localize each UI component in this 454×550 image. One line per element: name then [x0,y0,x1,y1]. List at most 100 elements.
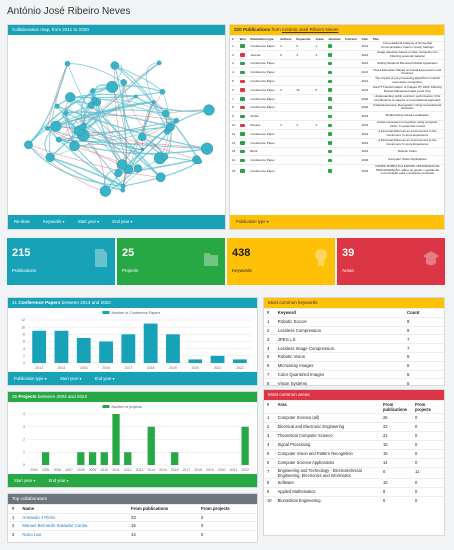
abstract-check-icon[interactable] [328,114,332,119]
collaborator-node[interactable] [116,159,128,170]
collaborator-node[interactable] [55,136,62,143]
publication-row[interactable]: 10 Review 4 4 4 2019 Facial expression recogni… [230,120,444,130]
pub-col-header[interactable]: Title [370,35,444,42]
collaborator-node[interactable] [114,169,123,178]
pub-title[interactable]: Understanding public opinions' performan… [370,93,444,104]
pub-title[interactable]: Image detection based on face recognitio… [370,49,444,60]
collaborator-node[interactable] [140,147,145,152]
bar-2008[interactable] [77,452,85,465]
collaborator-link[interactable]: Nuno Lau [22,532,42,537]
publication-type-dropdown[interactable]: Publication type ▾ [236,219,269,224]
bar-2015[interactable] [76,337,91,363]
collaborator-node[interactable] [54,103,60,109]
bar-2012[interactable] [124,452,132,465]
conf-end-year-dropdown[interactable]: End year ▾ [94,376,115,381]
pub-title[interactable]: Facial Expression Recognition Using Conv… [370,102,444,112]
collaborator-node[interactable] [196,158,202,165]
abstract-check-icon[interactable] [328,105,332,110]
collaborator-node[interactable] [159,89,166,95]
publication-row[interactable]: 12 Conference Paper 2019 A Personal Robot a… [230,137,444,148]
abstract-check-icon[interactable] [328,123,332,128]
pub-title[interactable]: Gliding Students Mentored Mobile Applica… [370,58,444,68]
bar-2016[interactable] [99,341,113,364]
publication-row[interactable]: 13 Book 2019 Robotic Vision [230,146,444,156]
pub-title[interactable]: Gia PT Transformation of Images JIT 2020… [370,84,444,95]
collaborator-node[interactable] [63,110,69,116]
bar-2022[interactable] [241,426,249,465]
abstract-check-icon[interactable] [328,141,332,145]
bar-2011[interactable] [112,414,120,465]
pub-title[interactable]: A Personal Robot as an Improvement to th… [370,137,444,148]
publication-row[interactable]: 14 Conference Paper 2018 Computer Vision Ap… [230,155,444,165]
abstract-check-icon[interactable] [328,169,332,173]
pub-col-header[interactable]: Keywords [294,35,314,42]
collaboration-network-graph[interactable] [8,35,225,213]
abstract-check-icon[interactable] [328,149,332,154]
conf-start-year-dropdown[interactable]: Start year ▾ [60,376,82,381]
collaborator-node[interactable] [156,60,162,66]
publication-row[interactable]: 4 Conference Paper 2021 Mood Estimation Bas… [230,67,444,77]
keywords-dropdown[interactable]: Keywords ▾ [43,219,65,224]
collaborator-node[interactable] [64,60,71,67]
publication-row[interactable]: 7 Conference Paper 2020 Understanding publi… [230,93,444,104]
collaborator-node[interactable] [99,185,111,197]
pub-title[interactable]: Mobile Robot Visual Localization [370,111,444,121]
pub-col-header[interactable]: Areas [313,35,327,42]
collaborator-node[interactable] [173,117,180,124]
collaborator-node[interactable] [203,104,215,116]
abstract-check-icon[interactable] [328,79,332,84]
bar-2005[interactable] [41,452,50,465]
collaborator-node[interactable] [152,100,156,104]
proj-start-year-dropdown[interactable]: Start year ▾ [14,478,36,483]
pub-col-header[interactable]: Full text [343,35,360,42]
collaborator-node[interactable] [120,79,127,86]
collaborator-node[interactable] [91,97,97,103]
collaborator-node[interactable] [155,172,166,183]
pub-title[interactable]: Robotic Vision [370,146,444,156]
collaborator-node[interactable] [79,123,87,131]
collaborator-node[interactable] [110,61,119,70]
bar-2021[interactable] [210,355,225,363]
collaborator-link[interactable]: Manuel Bernardo Salvador Cunha [22,523,88,529]
pub-col-header[interactable]: Wos [237,35,249,42]
pub-title[interactable]: Mood Estimation Based on Facial Expressi… [370,67,444,77]
publication-row[interactable]: 6 Conference Paper 4 10 6 2021 Gia PT Transfor… [230,84,444,95]
abstract-check-icon[interactable] [328,88,332,92]
pub-col-header[interactable]: Authors [278,35,295,42]
collaborator-node[interactable] [166,122,175,132]
collaborator-node[interactable] [45,126,50,131]
abstract-check-icon[interactable] [328,158,332,163]
bar-2013[interactable] [32,330,47,363]
bar-2017[interactable] [121,334,136,363]
collaborator-node[interactable] [133,94,138,99]
collaborator-node[interactable] [138,132,147,142]
publication-row[interactable]: 1 Conference Paper 4 6 1 2021 Computational An… [230,41,444,51]
author-link[interactable]: António José Ribeiro Neves [281,27,339,32]
pub-title[interactable]: Computer Vision Applications [370,155,444,165]
abstract-check-icon[interactable] [328,61,332,66]
publication-row[interactable]: 3 Conference Paper 2021 Gliding Students Me… [230,58,444,68]
collaborator-node[interactable] [69,140,80,152]
conf-publication-type-dropdown[interactable]: Publication type ▾ [14,376,47,381]
collaborator-node[interactable] [87,101,95,109]
pub-title[interactable]: A Personal Robot as an Improvement to th… [370,128,444,139]
abstract-check-icon[interactable] [328,70,332,75]
collaborator-node[interactable] [24,140,33,150]
publication-row[interactable]: 5 Conference Paper 2021 The impact of pre-p… [230,76,444,86]
collaborator-node[interactable] [162,109,170,118]
pub-col-header[interactable]: # [230,35,238,42]
redraw-button[interactable]: Re-draw [14,219,30,224]
pub-col-header[interactable]: Publication type [248,35,279,42]
bar-2014[interactable] [54,330,69,363]
collaborator-node[interactable] [50,120,62,132]
publication-row[interactable]: 11 Conference Paper 2019 A Personal Robot a… [230,128,444,139]
publication-row[interactable]: 2 Journal 6 4 4 2021 Image detection based on … [230,49,444,60]
abstract-check-icon[interactable] [328,97,332,101]
collaborator-node[interactable] [90,88,96,94]
pub-title[interactable]: Facial expression recognition using comp… [370,120,444,130]
collaborator-node[interactable] [133,164,143,173]
start-year-dropdown[interactable]: Start year ▾ [77,219,100,224]
bar-2018[interactable] [143,323,158,363]
collaborator-node[interactable] [120,187,126,193]
abstract-check-icon[interactable] [328,53,332,57]
